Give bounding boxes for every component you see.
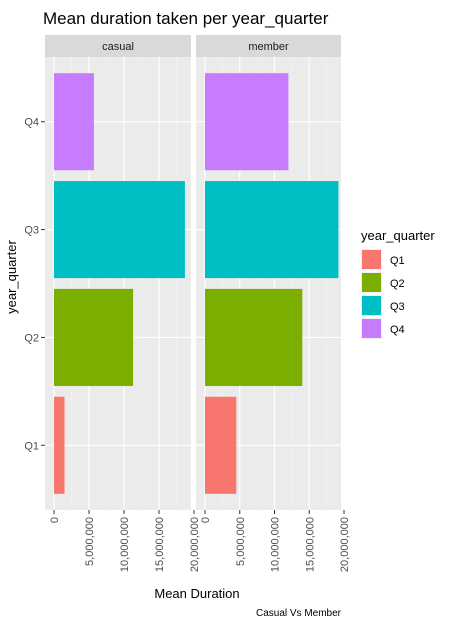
legend-label-Q3: Q3 (390, 301, 405, 313)
x-tick-label: 0 (49, 517, 61, 523)
x-tick-label: 10,000,000 (119, 517, 131, 572)
bar-casual-Q2 (54, 288, 134, 386)
legend-swatch-Q3 (362, 296, 381, 315)
x-tick-label: 20,000,000 (339, 517, 351, 572)
y-tick-label: Q1 (24, 440, 39, 452)
legend-swatch-Q1 (362, 250, 381, 269)
x-tick-label: 20,000,000 (189, 517, 201, 572)
y-tick-label: Q3 (24, 225, 39, 237)
legend-swatch-Q2 (362, 273, 381, 292)
facet-strip (45, 35, 191, 57)
legend-label-Q4: Q4 (390, 324, 405, 336)
facet-strip (196, 35, 341, 57)
chart-caption: Casual Vs Member (256, 608, 342, 619)
legend: year_quarter Q1 Q2 Q3 Q4 (361, 228, 435, 339)
y-tick-label: Q4 (24, 117, 39, 129)
facet-strip-label: casual (102, 41, 134, 53)
x-tick-label: 5,000,000 (235, 517, 247, 566)
y-axis: Q1 Q2 Q3 Q4 (24, 117, 45, 452)
facet-strip-label: member (248, 41, 289, 53)
y-tick-label: Q2 (24, 332, 39, 344)
bar-casual-Q4 (54, 73, 94, 171)
legend-swatch-Q4 (362, 319, 381, 338)
bar-casual-Q1 (54, 396, 65, 494)
x-tick-label: 0 (200, 517, 212, 523)
bar-member-Q1 (205, 396, 237, 494)
x-tick-label: 15,000,000 (154, 517, 166, 572)
chart-title: Mean duration taken per year_quarter (43, 9, 329, 28)
x-tick-label: 5,000,000 (84, 517, 96, 566)
panel-casual: casual 0 5,000,000 10,000,000 15,000,000 20,0… (45, 35, 201, 572)
facet-panels: casual 0 5,000,000 10,000,000 15,000,000 20,0… (45, 35, 351, 572)
x-tick-label: 10,000,000 (270, 517, 282, 572)
legend-title: year_quarter (361, 228, 435, 243)
bar-member-Q3 (205, 181, 339, 279)
bar-member-Q4 (205, 73, 289, 171)
legend-label-Q1: Q1 (390, 255, 405, 267)
legend-label-Q2: Q2 (390, 278, 405, 290)
bar-member-Q2 (205, 288, 303, 386)
x-tick-label: 15,000,000 (304, 517, 316, 572)
x-axis-title: Mean Duration (154, 586, 239, 601)
bar-casual-Q3 (54, 181, 185, 279)
y-axis-title: year_quarter (4, 239, 19, 313)
panel-member: member 0 5,000,000 10,000,000 15,000,000 20,0… (196, 35, 351, 572)
